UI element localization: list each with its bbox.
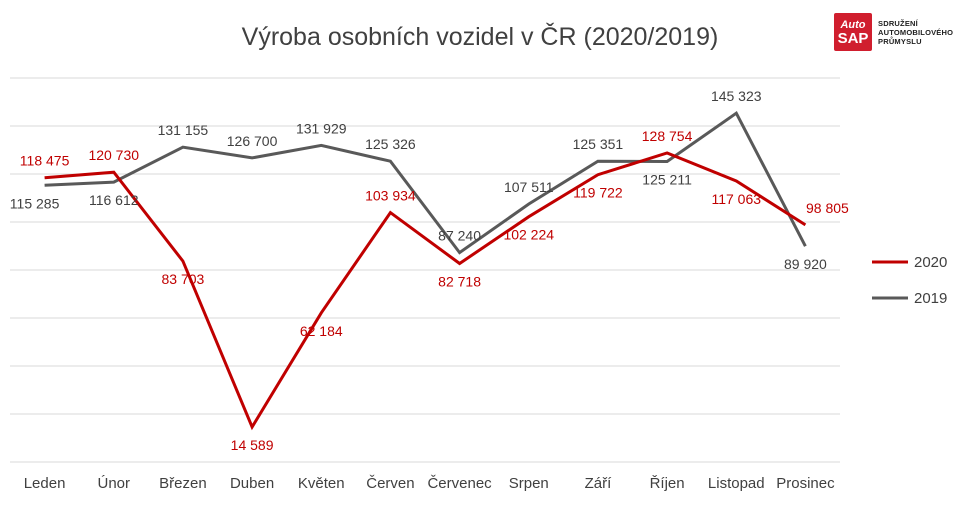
data-label-2019: 116 612 xyxy=(89,192,139,208)
data-label-2020: 118 475 xyxy=(20,153,70,169)
logo-line2: SAP xyxy=(837,30,869,47)
autosap-logo-mark: Auto SAP xyxy=(834,13,872,51)
data-label-2019: 125 351 xyxy=(573,136,624,152)
x-tick-label: Září xyxy=(585,475,613,492)
autosap-logo: Auto SAP SDRUŽENÍ AUTOMOBILOVÉHO PRŮMYSL… xyxy=(834,12,953,52)
x-tick-label: Srpen xyxy=(509,475,549,492)
data-label-2020: 83 703 xyxy=(162,271,205,287)
data-label-2019: 125 326 xyxy=(365,136,416,152)
x-tick-label: Duben xyxy=(230,475,274,492)
logo-text: SDRUŽENÍ AUTOMOBILOVÉHO PRŮMYSLU xyxy=(878,19,953,46)
logo-text-2: AUTOMOBILOVÉHO xyxy=(878,27,954,37)
data-label-2019: 107 511 xyxy=(504,179,554,195)
series-lines xyxy=(44,110,807,431)
data-label-2019: 87 240 xyxy=(438,228,481,244)
legend-label-2019: 2019 xyxy=(914,290,947,307)
logo-text-1: SDRUŽENÍ xyxy=(878,18,918,28)
data-label-2020: 117 063 xyxy=(711,191,761,207)
data-label-2020: 82 718 xyxy=(438,273,481,289)
data-label-2020: 14 589 xyxy=(231,437,274,453)
data-label-2019: 131 155 xyxy=(158,122,209,138)
series-line-2019 xyxy=(44,110,807,255)
data-label-2019: 115 285 xyxy=(10,195,60,211)
x-tick-label: Březen xyxy=(159,475,207,492)
logo-text-3: PRŮMYSLU xyxy=(878,36,922,46)
x-axis-ticks: Leden Únor Březen Duben Květen Červen Červenec… xyxy=(24,475,835,492)
x-tick-label: Červenec xyxy=(427,475,492,492)
data-label-2019: 125 211 xyxy=(642,171,692,187)
x-tick-label: Červen xyxy=(366,475,414,492)
data-label-2019: 145 323 xyxy=(711,88,762,104)
data-labels: 118 475 120 730 83 703 14 589 62 184 103 934 8… xyxy=(10,88,849,453)
data-label-2020: 98 805 xyxy=(806,200,849,216)
x-tick-label: Leden xyxy=(24,475,66,492)
data-label-2019: 131 929 xyxy=(296,120,347,136)
x-tick-label: Listopad xyxy=(708,475,765,492)
data-label-2020: 62 184 xyxy=(300,323,343,339)
data-label-2020: 120 730 xyxy=(88,147,139,163)
data-label-2020: 102 224 xyxy=(503,227,554,243)
legend-label-2020: 2020 xyxy=(914,254,947,271)
x-tick-label: Prosinec xyxy=(776,475,835,492)
data-label-2019: 89 920 xyxy=(784,256,827,272)
data-label-2019: 126 700 xyxy=(227,133,278,149)
data-label-2020: 128 754 xyxy=(642,128,693,144)
data-label-2020: 103 934 xyxy=(365,188,416,204)
series-line-2020 xyxy=(44,151,807,431)
x-tick-label: Říjen xyxy=(650,475,685,492)
x-tick-label: Květen xyxy=(298,475,345,492)
chart-title: Výroba osobních vozidel v ČR (2020/2019) xyxy=(242,22,719,51)
grid-lines xyxy=(10,77,840,463)
legend: 2020 2019 xyxy=(872,254,947,307)
data-label-2020: 119 722 xyxy=(573,185,623,201)
logo-line1: Auto xyxy=(840,19,866,31)
x-tick-label: Únor xyxy=(97,475,130,492)
